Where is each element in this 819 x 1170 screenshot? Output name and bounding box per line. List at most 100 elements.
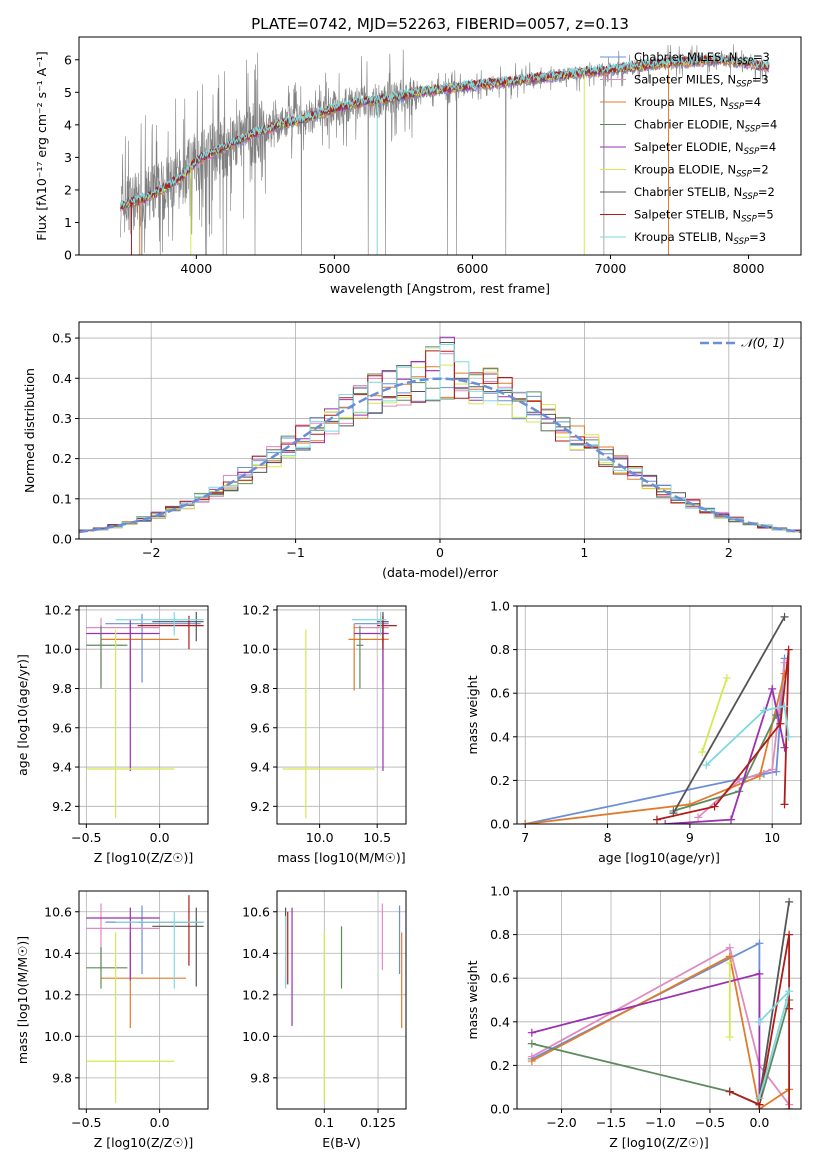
- weight-marker: [768, 765, 777, 774]
- y-tick-label: 9.8: [250, 681, 270, 696]
- axes-z-age: −0.5 0.0 9.2 9.4 9.6 9.8 10.0 10.2 Z [log10(Z/Z☉…: [15, 602, 209, 865]
- weight-marker: [780, 800, 789, 809]
- y-tick-label: 10.2: [242, 602, 270, 617]
- axes-age-weight: 7 8 9 10 0.0 0.2 0.4 0.6 0.8 1.0 age [log10(age/yr…: [465, 599, 802, 865]
- y-tick-label: 10.0: [44, 642, 72, 657]
- x-tick-label: 4000: [180, 261, 212, 276]
- x-axis-label: mass [log10(M/M☉)]: [277, 850, 405, 865]
- x-tick-label: 0.125: [360, 1115, 396, 1130]
- axes-frame: [276, 890, 407, 1110]
- weight-marker: [784, 732, 793, 741]
- weight-marker: [755, 969, 764, 978]
- weight-marker: [702, 761, 711, 770]
- x-axis-label: (data-model)/error: [382, 565, 499, 580]
- x-tick-label: 0.0: [749, 1115, 769, 1130]
- x-tick-label: 1: [580, 545, 588, 560]
- weight-marker: [759, 706, 768, 715]
- y-tick-label: 4: [64, 117, 72, 132]
- x-tick-label: −1.5: [596, 1115, 626, 1130]
- y-tick-label: 0.0: [52, 532, 72, 547]
- weight-line: [531, 955, 790, 1109]
- y-tick-label: 2: [64, 182, 72, 197]
- y-tick-label: 0.2: [52, 451, 72, 466]
- y-axis-label: age [log10(age/yr)]: [15, 654, 30, 776]
- y-axis-label: Normed distribution: [22, 368, 37, 493]
- y-tick-label: 0.4: [490, 1014, 510, 1029]
- weight-marker: [722, 673, 731, 682]
- y-tick-label: 0: [64, 248, 72, 263]
- weight-marker: [527, 1039, 536, 1048]
- x-tick-label: −2: [142, 545, 160, 560]
- figure-title: PLATE=0742, MJD=52263, FIBERID=0057, z=0…: [251, 15, 629, 33]
- weight-marker: [661, 820, 670, 824]
- y-tick-label: 0.0: [490, 817, 510, 832]
- weight-marker: [727, 815, 736, 824]
- y-tick-label: 10.0: [242, 642, 270, 657]
- y-tick-label: 0.8: [490, 642, 510, 657]
- y-tick-label: 9.4: [52, 760, 72, 775]
- y-tick-label: 9.6: [250, 720, 270, 735]
- y-axis-label: mass [log10(M/M☉)]: [15, 936, 30, 1064]
- weight-line: [665, 685, 786, 824]
- legend-label: Chabrier MILES, NSSP=3: [634, 50, 770, 67]
- plot-area: [277, 606, 406, 824]
- y-tick-label: 6: [64, 52, 72, 67]
- legend-label: Salpeter MILES, NSSP=3: [634, 73, 769, 90]
- axes-spectrum: 4000 5000 6000 7000 8000 0 1 2 3 4 5 6 wavelength [A…: [34, 36, 802, 296]
- weight-marker: [780, 612, 789, 621]
- axes-ebv-mass: 0.1 0.125 9.8 10.0 10.2 10.4 10.6 E(B-V): [242, 890, 407, 1150]
- axes-residuals: −2 −1 0 1 2 0.0 0.1 0.2 0.3 0.4 0.5 (data-model)/er…: [22, 321, 802, 580]
- weight-marker: [698, 748, 707, 757]
- y-tick-label: 9.8: [52, 681, 72, 696]
- weight-marker: [755, 1017, 764, 1026]
- weight-marker: [527, 1028, 536, 1037]
- y-tick-label: 9.6: [52, 720, 72, 735]
- y-axis-label: Flux [fλ10⁻¹⁷ erg cm⁻² s⁻¹ A⁻¹]: [34, 51, 49, 240]
- x-axis-label: Z [log10(Z/Z☉)]: [609, 1135, 709, 1150]
- legend-label: Kroupa STELIB, NSSP=3: [634, 230, 766, 247]
- y-axis-label: mass weight: [465, 960, 480, 1039]
- weight-marker: [776, 719, 785, 728]
- weight-line: [525, 673, 786, 824]
- y-tick-label: 10.4: [44, 946, 72, 961]
- y-tick-label: 0.0: [490, 1102, 510, 1117]
- axes-frame: [78, 605, 209, 825]
- y-tick-label: 9.8: [250, 1070, 270, 1085]
- weight-line: [758, 901, 790, 1099]
- model-spectrum: [119, 53, 770, 208]
- y-tick-label: 9.8: [52, 1070, 72, 1085]
- weight-marker: [755, 939, 764, 948]
- weight-marker: [784, 645, 793, 654]
- x-tick-label: 0.0: [150, 1115, 170, 1130]
- weight-marker: [785, 987, 794, 996]
- y-tick-label: 10.0: [242, 1029, 270, 1044]
- y-tick-label: 1.0: [490, 884, 510, 899]
- weight-marker: [521, 820, 530, 824]
- plot-area: [517, 606, 801, 824]
- y-tick-label: 1.0: [490, 599, 510, 614]
- plot-area: [517, 891, 801, 1109]
- legend-label: Salpeter STELIB, NSSP=5: [634, 208, 774, 225]
- weight-line: [705, 705, 790, 766]
- weight-line: [758, 990, 790, 1099]
- weight-marker: [755, 772, 764, 781]
- axes-mass-age: 10.0 10.5 9.2 9.4 9.6 9.8 10.0 10.2 mass [log10(…: [242, 602, 407, 865]
- normal-curve: [79, 377, 801, 534]
- y-tick-label: 3: [64, 150, 72, 165]
- legend-label: Chabrier STELIB, NSSP=2: [634, 185, 775, 202]
- y-tick-label: 0.6: [490, 971, 510, 986]
- y-tick-label: 0.4: [52, 371, 72, 386]
- x-tick-label: 5000: [318, 261, 350, 276]
- x-tick-label: −2.0: [546, 1115, 576, 1130]
- y-axis-label: mass weight: [465, 675, 480, 754]
- x-axis-label: E(B-V): [322, 1135, 361, 1150]
- weight-marker: [694, 813, 703, 822]
- y-tick-label: 5: [64, 85, 72, 100]
- plot-area: [79, 891, 208, 1109]
- x-tick-label: 6000: [457, 261, 489, 276]
- plot-area: [277, 891, 406, 1109]
- y-tick-label: 10.2: [44, 987, 72, 1002]
- plot-area: [79, 606, 208, 824]
- x-tick-label: 7: [521, 830, 529, 845]
